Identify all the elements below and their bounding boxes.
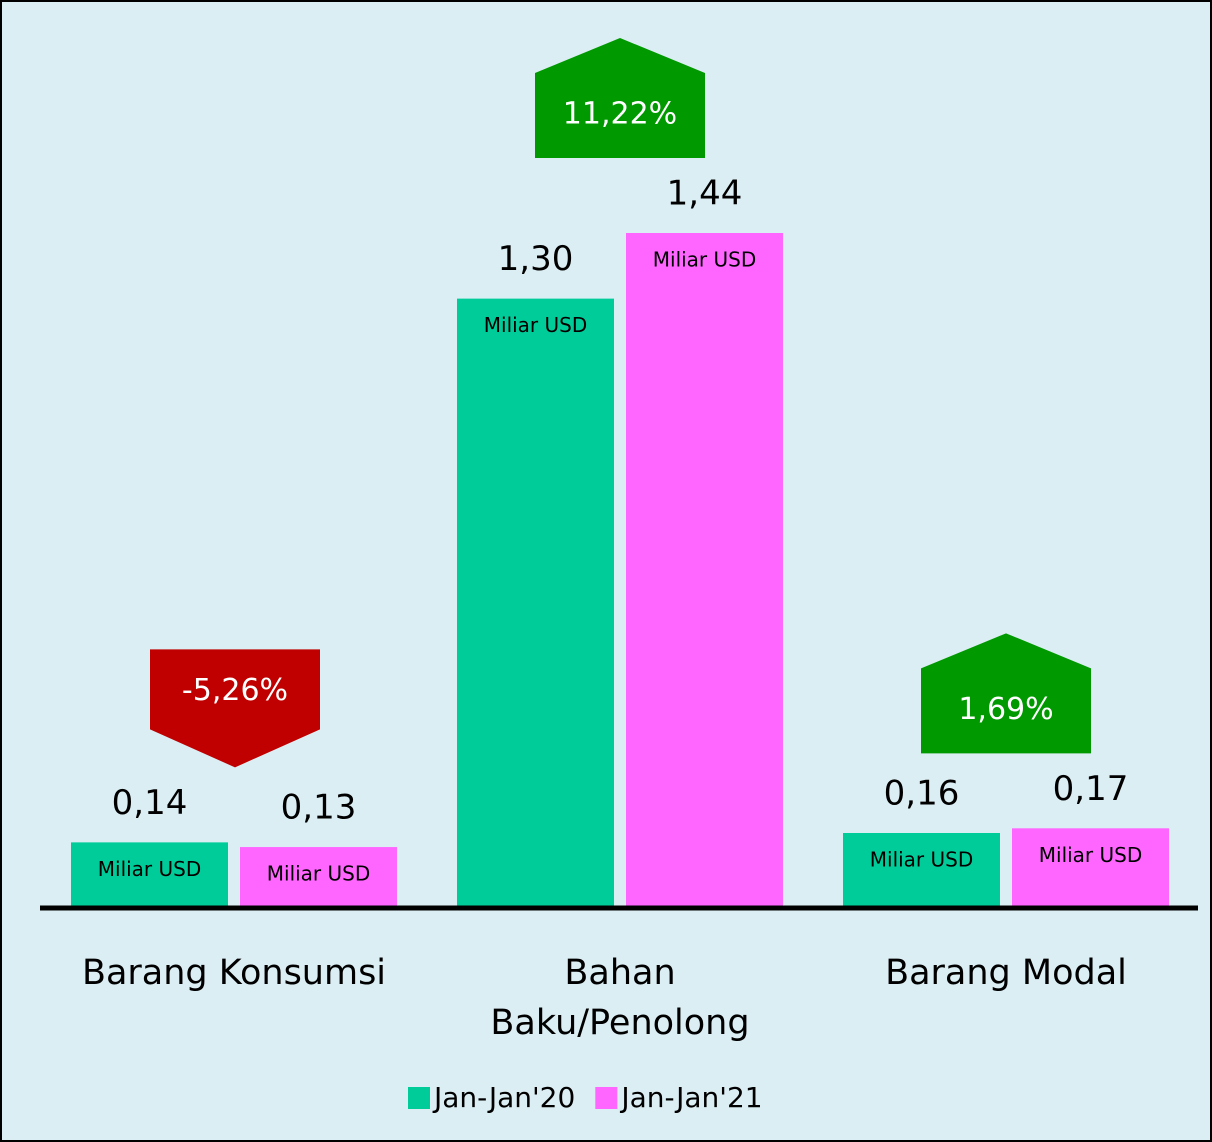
unit-label: Miliar USD [870,848,974,872]
change-label: -5,26% [182,673,288,708]
bar [457,298,614,908]
x-tick-label: Barang Modal [885,953,1127,993]
value-label: 0,17 [1053,769,1129,809]
bar [626,233,783,908]
unit-label: Miliar USD [267,862,371,886]
change-label: 11,22% [563,97,677,132]
legend-label: Jan-Jan'20 [432,1081,575,1114]
unit-label: Miliar USD [653,248,757,272]
change-arrow [150,649,320,768]
change-label: 1,69% [958,692,1053,727]
value-label: 0,16 [884,774,960,814]
value-label: 1,30 [498,239,574,279]
bar [71,842,228,908]
legend-swatch [595,1087,618,1109]
change-arrow [921,633,1091,754]
unit-label: Miliar USD [1039,843,1143,867]
value-label: 0,13 [281,788,357,828]
change-arrow [535,38,705,158]
bar [1012,828,1169,908]
value-label: 1,44 [667,174,743,214]
unit-label: Miliar USD [484,313,588,337]
x-tick-label: Barang Konsumsi [81,953,387,993]
legend-swatch [408,1087,430,1109]
unit-label: Miliar USD [98,857,202,881]
legend-label: Jan-Jan'21 [619,1081,762,1114]
value-label: 0,14 [112,783,188,823]
x-tick-label: Bahan Baku/Penolong [490,953,750,1043]
bar [843,833,1000,908]
bar [240,847,397,908]
